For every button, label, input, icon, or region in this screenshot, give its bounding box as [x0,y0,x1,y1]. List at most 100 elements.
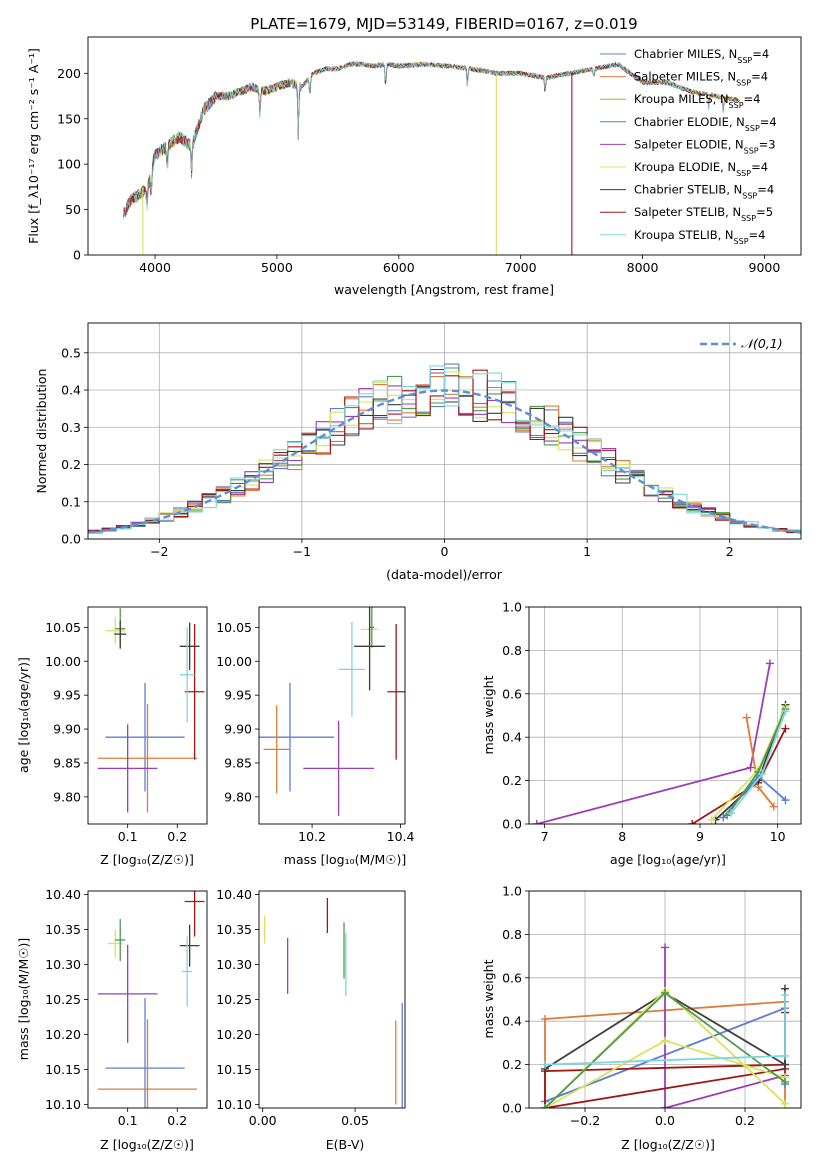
axes-frame [528,606,802,825]
age-vs-mass-xlabel: mass [log₁₀(M/M☉)] [284,852,406,867]
y-tick-label: 0.2 [502,1057,522,1072]
legend-entry: Salpeter MILES, NSSP=4 [634,70,768,88]
y-tick-label: 10.30 [216,957,252,972]
weight-marker [781,1060,789,1069]
weight-marker [541,1015,549,1024]
spectrum-panel: 4000 5000 6000 7000 8000 9000 0 50 100 150 200 Chab… [57,36,802,275]
weight-marker [781,1077,789,1086]
y-tick-label: 0.0 [502,817,522,832]
y-tick-label: 10.20 [216,1027,252,1042]
y-tick-label: 0.6 [502,970,522,985]
weight-line [544,1068,786,1108]
y-tick-label: 9.85 [53,755,81,770]
x-tick-label: 8 [618,829,626,844]
x-tick-label: 0.1 [118,1113,138,1128]
legend-entry: Kroupa STELIB, NSSP=4 [634,228,765,246]
x-tick-label: 0.0 [655,1113,675,1128]
y-tick-label: 10.05 [45,620,81,635]
weight-marker [746,763,755,772]
y-tick-label: 0.4 [502,1014,522,1029]
y-tick-label: 9.95 [224,688,252,703]
weight-marker [781,707,790,716]
y-tick-label: 10.15 [216,1062,252,1077]
y-tick-label: 200 [57,66,81,81]
age-vs-mass-panel: 10.2 10.4 9.80 9.85 9.90 9.95 10.00 10.05 [216,606,415,844]
x-tick-label: 0.2 [167,1113,187,1128]
y-tick-label: 10.20 [45,1027,81,1042]
y-tick-label: 10.00 [45,654,81,669]
weight-marker [707,815,716,824]
y-tick-label: 10.25 [45,992,81,1007]
x-tick-label: 10 [770,829,786,844]
x-tick-label: 10.4 [387,829,415,844]
x-tick-label: −0.2 [570,1113,600,1128]
legend-entry: Kroupa MILES, NSSP=4 [634,92,760,110]
x-tick-label: 4000 [139,260,171,275]
weight-marker [661,1036,669,1045]
weight-vs-Z-xlabel: Z [log₁₀(Z/Z☉)] [621,1137,715,1152]
axes-frame [528,890,802,1109]
x-tick-label: 0 [441,544,449,559]
y-tick-label: 0.2 [502,773,522,788]
y-tick-label: 9.95 [53,688,81,703]
y-tick-label: 9.85 [224,755,252,770]
legend-entry: Chabrier ELODIE, NSSP=4 [634,115,777,133]
x-tick-label: 0.1 [118,829,138,844]
age-vs-Z-ylabel: age [log₁₀(age/yr)] [16,657,31,773]
weight-marker [781,724,790,733]
weight-marker [661,1104,669,1108]
weight-vs-age-ylabel: mass weight [481,675,496,754]
weight-vs-age-panel: 7 8 9 10 0.0 0.2 0.4 0.6 0.8 1.0 [502,600,802,844]
weight-marker [781,991,789,1000]
y-tick-label: 0.4 [502,730,522,745]
residuals-panel: −2 −1 0 1 2 0.0 0.1 0.2 0.3 0.4 0.5 𝒩(0,1) [61,322,802,559]
residuals-xlabel: (data-model)/error [386,567,503,582]
legend-entry: Chabrier MILES, NSSP=4 [634,47,769,65]
y-tick-label: 50 [65,202,81,217]
x-tick-label: 1 [583,544,591,559]
x-tick-label: 8000 [627,260,659,275]
axes-frame [87,606,208,825]
legend-entry: Salpeter ELODIE, NSSP=3 [634,137,776,155]
weight-marker [742,713,751,722]
x-tick-label: 9000 [749,260,781,275]
weight-vs-age-xlabel: age [log₁₀(age/yr)] [610,852,726,867]
legend-entry: 𝒩(0,1) [741,336,783,351]
y-tick-label: 0.2 [61,457,81,472]
x-tick-label: 0.00 [249,1113,277,1128]
weight-marker [541,1104,549,1108]
x-tick-label: 6000 [383,260,415,275]
mass-vs-EBV-panel: 0.00 0.05 10.10 10.15 10.20 10.25 10.30 10.35 10… [216,887,406,1128]
mass-vs-Z-xlabel: Z [log₁₀(Z/Z☉)] [100,1137,194,1152]
y-tick-label: 100 [57,157,81,172]
weight-line [664,947,786,1108]
normal-curve [88,389,801,534]
residual-histogram [88,365,801,535]
y-tick-label: 10.30 [45,957,81,972]
mass-vs-Z-ylabel: mass [log₁₀(M/M☉)] [16,938,31,1060]
x-tick-label: 0.2 [167,829,187,844]
axes-frame [87,890,208,1109]
y-tick-label: 10.40 [45,887,81,902]
mass-vs-EBV-xlabel: E(B-V) [326,1137,365,1152]
weight-marker [688,820,697,824]
weight-marker [758,770,767,779]
y-tick-label: 0.4 [61,383,81,398]
x-tick-label: 0.2 [735,1113,755,1128]
weight-vs-Z-panel: −0.2 0.0 0.2 0.0 0.2 0.4 0.6 0.8 1.0 [502,884,802,1128]
x-tick-label: −2 [150,544,168,559]
x-tick-label: 7 [541,829,549,844]
weight-marker [769,802,778,811]
y-tick-label: 10.10 [45,1097,81,1112]
y-tick-label: 10.40 [216,887,252,902]
spectrum-ylabel: Flux [f_λ10⁻¹⁷ erg cm⁻² s⁻¹ A⁻¹] [26,48,41,244]
y-tick-label: 0.6 [502,686,522,701]
legend-entry: Kroupa ELODIE, NSSP=4 [634,160,768,178]
weight-marker [781,796,790,805]
y-tick-label: 9.90 [224,722,252,737]
weight-marker [781,1099,789,1108]
weight-marker [541,1060,549,1069]
y-tick-label: 10.05 [216,620,252,635]
weight-vs-Z-ylabel: mass weight [481,959,496,1038]
